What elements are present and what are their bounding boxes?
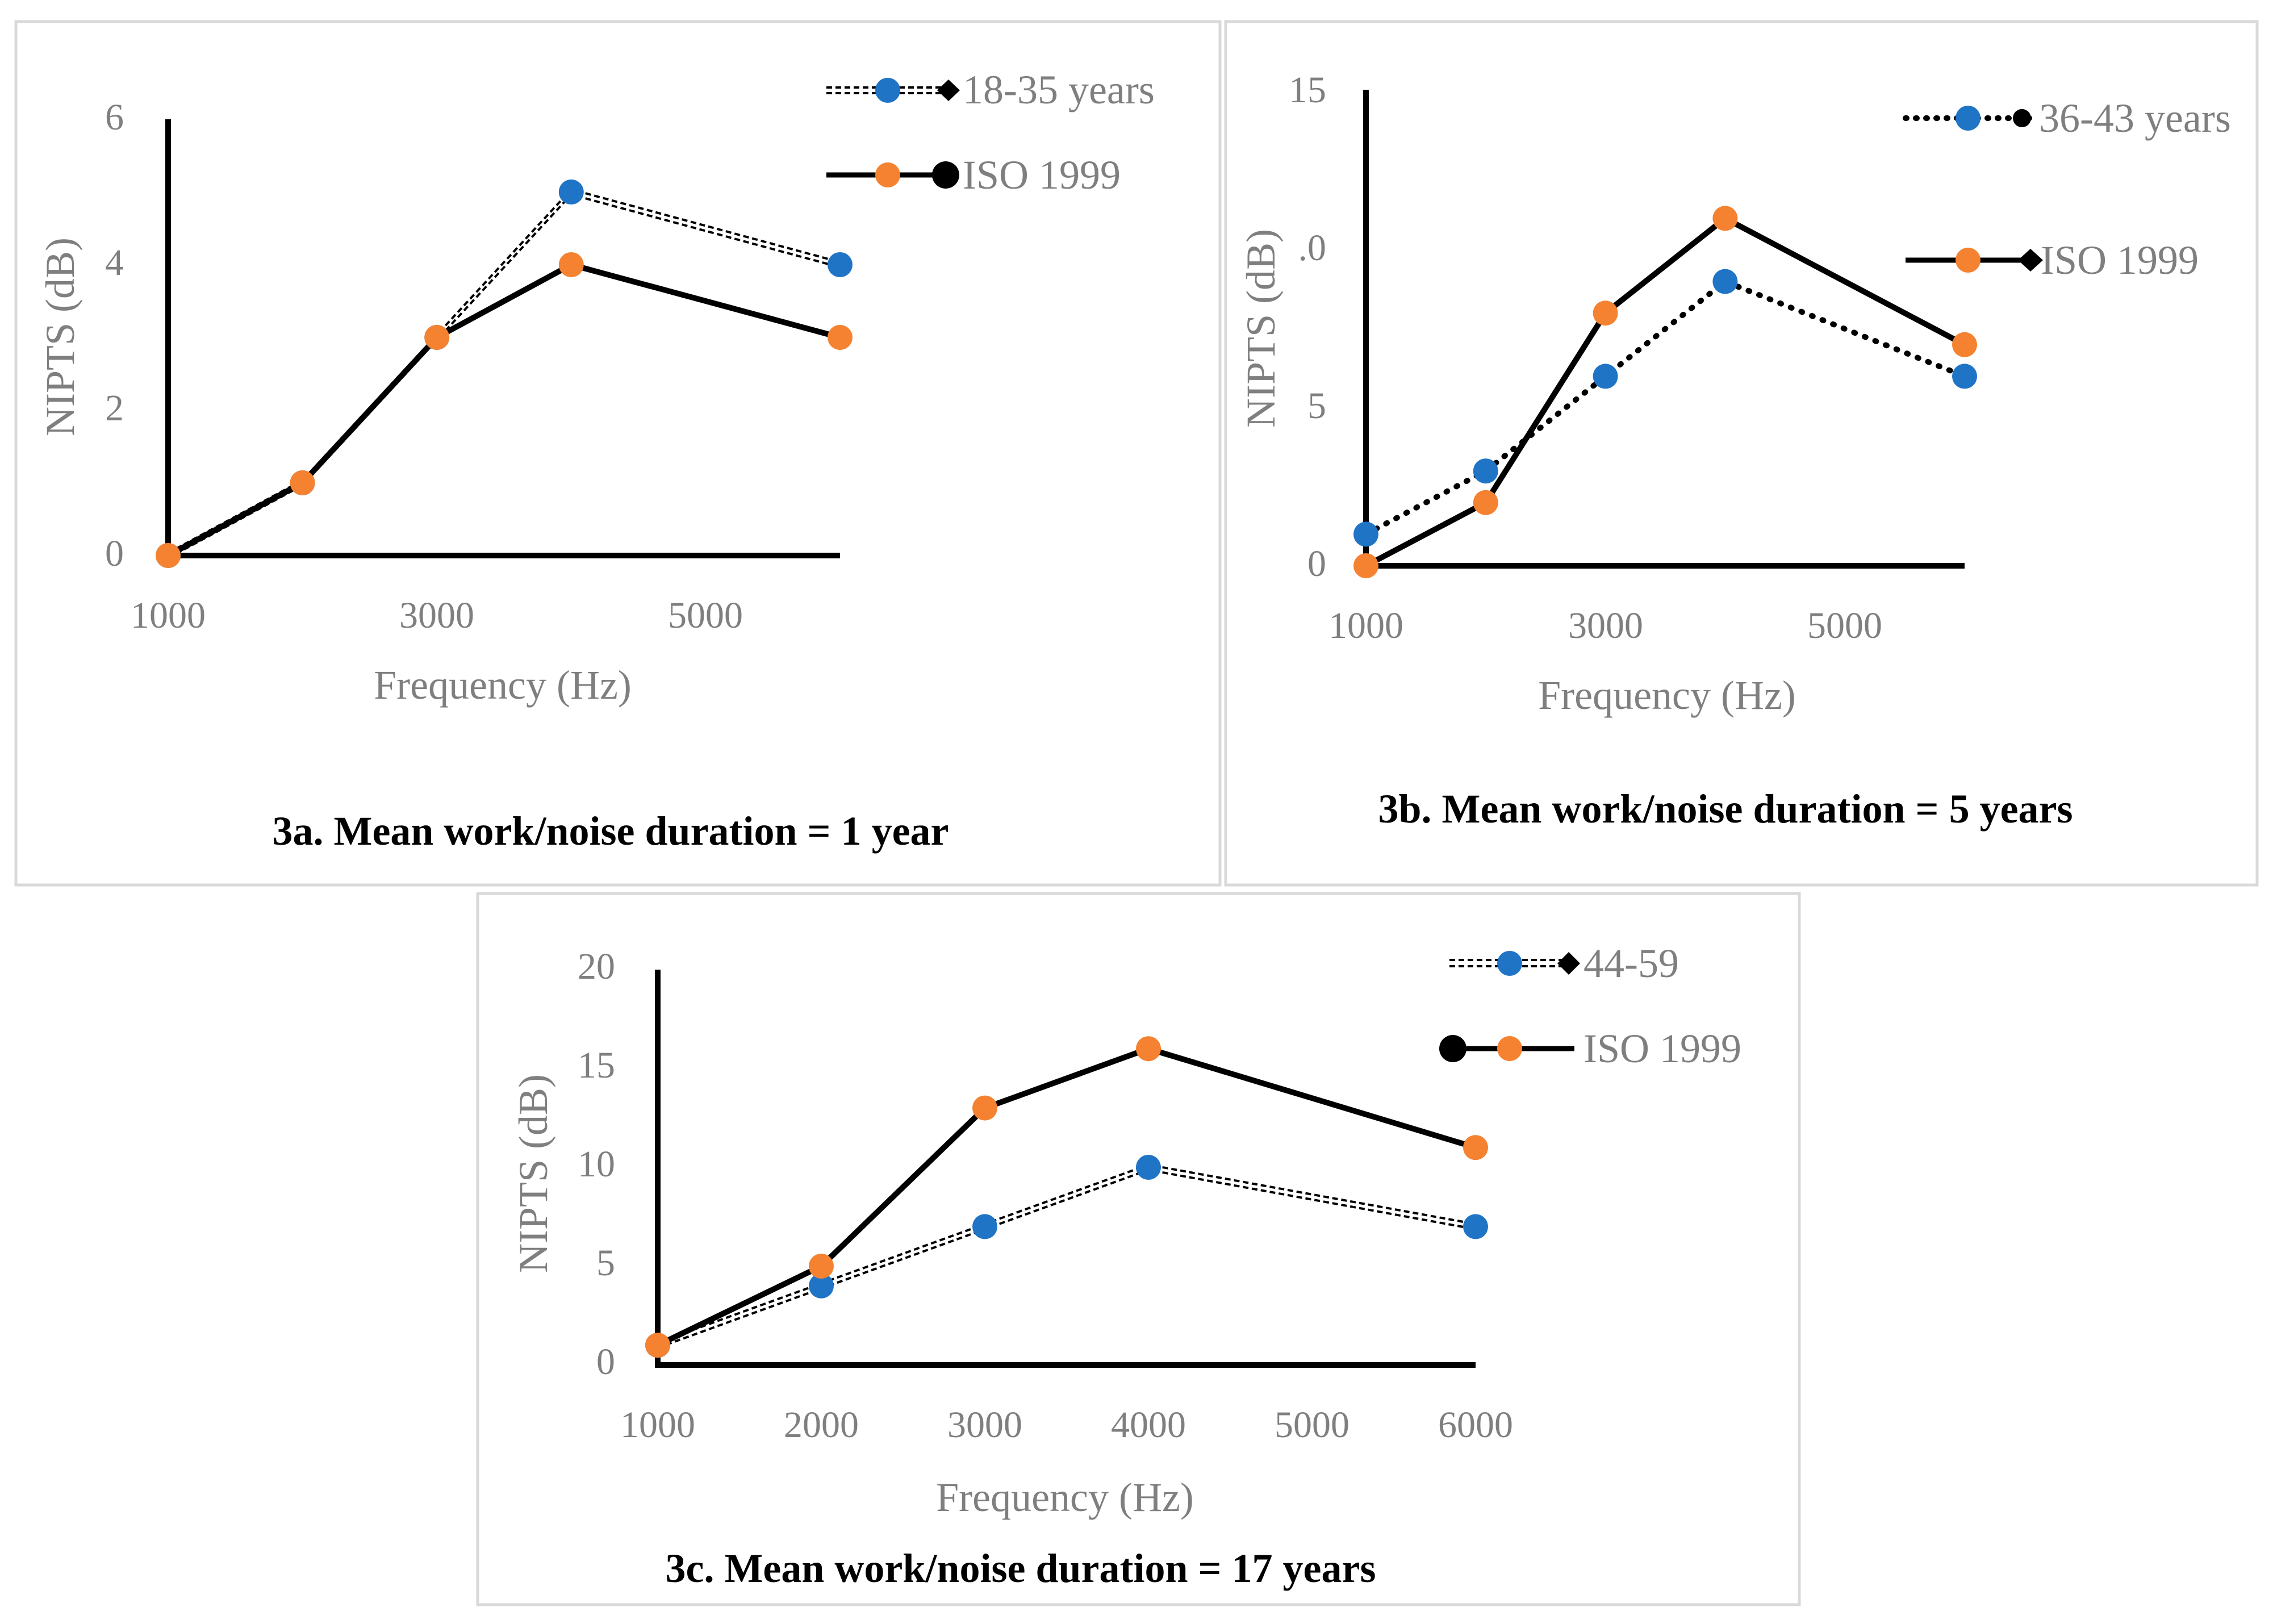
legend-item-18-35-years: 18-35 years [826,67,1155,112]
series-line-36-43-years [1363,278,1967,537]
x-tick-label: 1000 [620,1404,695,1446]
y-axis-title: NIPTS (dB) [37,237,83,436]
data-point-44-59 [1136,1155,1161,1180]
x-tick-label: 5000 [1807,605,1882,646]
data-point-iso-1999 [1593,300,1618,326]
panel-3b-frame [1224,20,2259,887]
x-tick-label: 3000 [947,1404,1022,1446]
data-point-iso-1999 [290,470,315,495]
caption-3b: 3b. Mean work/noise duration = 5 years [1378,786,2073,832]
y-tick-label: 4 [105,242,124,283]
legend-item-iso-1999: ISO 1999 [1439,1026,1741,1071]
data-point-iso-1999 [558,252,584,277]
panel-3c: 20 15 10 5 0 1000 2000 3000 4000 5000 60… [476,892,1801,1606]
x-tick-label: 1000 [131,595,206,636]
legend-marker [1956,106,1980,131]
panel-3b: 15 .0 5 0 1000 3000 5000 Frequency (Hz) … [1224,20,2259,887]
legend-label: 18-35 years [963,67,1155,112]
data-point-iso-1999 [972,1095,997,1121]
y-axis-title: NIPTS (dB) [511,1074,556,1273]
legend-diamond-marker [1557,952,1580,975]
data-point-iso-1999 [424,325,450,350]
legend-label: ISO 1999 [963,152,1121,198]
y-tick-label: .0 [1298,227,1327,269]
y-tick-label: 5 [596,1242,615,1284]
legend-label: 44-59 [1583,941,1679,986]
y-tick-label: 15 [1289,69,1326,111]
legend: 44-59 ISO 1999 [1439,941,1741,1071]
x-axis-title: Frequency (Hz) [1538,673,1796,718]
legend-item-iso-1999: ISO 1999 [826,152,1121,198]
data-point-iso-1999 [1712,206,1738,231]
legend: 18-35 years ISO 1999 [826,67,1155,198]
legend-diamond-marker [937,80,960,101]
y-tick-label: 0 [105,533,124,574]
legend: 36-43 years ISO 1999 [1903,95,2231,283]
caption-3c: 3c. Mean work/noise duration = 17 years [666,1546,1376,1591]
data-point-iso-1999 [828,325,853,350]
x-tick-label: 6000 [1438,1404,1513,1446]
data-point-36-43-years [1473,458,1498,484]
legend-marker [875,162,900,187]
legend-item-36-43-years: 36-43 years [1903,95,2231,141]
legend-marker [1956,248,1980,273]
data-point-iso-1999 [809,1254,834,1279]
data-point-44-59 [1463,1214,1488,1239]
data-point-iso-1999 [1473,490,1498,515]
data-point-iso-1999 [1136,1036,1161,1062]
panel-3c-frame [476,892,1801,1606]
legend-label: ISO 1999 [1583,1026,1741,1071]
x-tick-label: 3000 [399,595,474,636]
x-tick-label: 3000 [1568,605,1643,646]
data-point-44-59 [809,1273,834,1299]
data-point-iso-1999 [1353,553,1378,578]
x-tick-label: 4000 [1111,1404,1186,1446]
data-point-44-59 [972,1214,997,1239]
data-point-iso-1999 [156,543,181,568]
x-tick-label: 5000 [668,595,743,636]
legend-label: 36-43 years [2039,95,2231,141]
data-point-iso-1999 [1952,332,1977,357]
data-point-18-35-years [828,252,853,277]
x-axis-title: Frequency (Hz) [936,1475,1194,1520]
panel-3a-frame [14,20,1222,887]
legend-black-marker [2013,109,2031,127]
y-tick-label: 5 [1307,385,1326,427]
legend-item-iso-1999: ISO 1999 [1906,237,2199,283]
panel-3a: 6 4 2 0 1000 3000 5000 Frequency (Hz) NI… [14,20,1222,887]
legend-diamond-marker [2018,249,2043,272]
y-axis-title: NIPTS (dB) [1238,229,1284,428]
legend-marker [1497,951,1522,976]
data-point-18-35-years [558,179,584,204]
x-tick-label: 1000 [1328,605,1403,646]
data-point-iso-1999 [1463,1135,1488,1160]
caption-3a: 3a. Mean work/noise duration = 1 year [273,808,949,854]
data-point-36-43-years [1952,364,1977,389]
legend-marker [875,78,900,103]
legend-label: ISO 1999 [2041,237,2199,283]
x-tick-label: 2000 [784,1404,859,1446]
y-tick-label: 10 [578,1143,615,1185]
legend-item-44-59: 44-59 [1449,941,1679,986]
y-tick-label: 20 [578,946,615,987]
data-point-36-43-years [1712,269,1738,294]
legend-black-marker [1439,1035,1466,1062]
y-tick-label: 2 [105,387,124,429]
data-point-iso-1999 [645,1333,670,1358]
y-tick-label: 15 [578,1045,615,1086]
legend-black-marker [932,161,959,189]
y-tick-label: 0 [596,1341,615,1383]
x-axis-title: Frequency (Hz) [374,662,632,708]
data-point-36-43-years [1353,521,1378,547]
y-tick-label: 0 [1307,543,1326,585]
data-point-36-43-years [1593,364,1618,389]
x-tick-label: 5000 [1275,1404,1349,1446]
y-tick-label: 6 [105,97,124,138]
legend-marker [1497,1036,1522,1061]
